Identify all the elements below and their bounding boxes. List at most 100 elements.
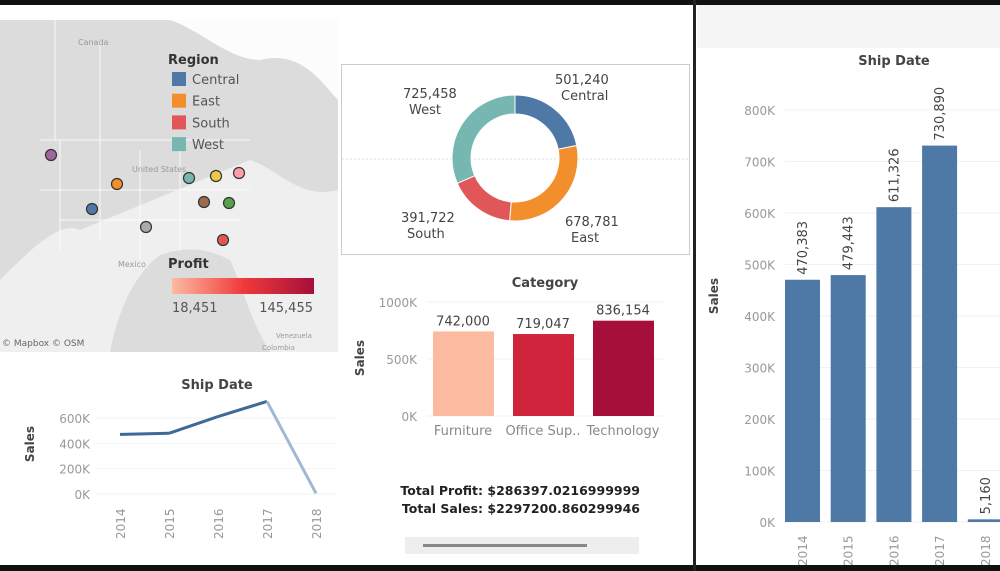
x-tick: 2018 bbox=[979, 535, 993, 565]
legend-swatch-west bbox=[172, 137, 186, 152]
y-tick: 500K bbox=[744, 259, 776, 273]
line-segment[interactable] bbox=[168, 415, 219, 435]
y-tick: 200K bbox=[59, 463, 91, 477]
bar-value-label: 611,326 bbox=[887, 148, 902, 202]
line-segment[interactable] bbox=[217, 399, 268, 418]
slice-value: 391,722 bbox=[401, 211, 455, 226]
x-tick: 2015 bbox=[842, 535, 856, 565]
legend-label: West bbox=[192, 138, 224, 153]
category-bar-chart: Category Sales 0K 500K 1000K 742,000 Furniture… bbox=[353, 276, 665, 439]
category-bar[interactable] bbox=[593, 320, 654, 416]
region-legend-title: Region bbox=[168, 53, 219, 68]
location-marker[interactable] bbox=[197, 195, 211, 209]
year-bar[interactable] bbox=[785, 279, 820, 522]
category-tick: Technology bbox=[586, 424, 660, 439]
category-tick: Furniture bbox=[434, 424, 492, 439]
category-bar[interactable] bbox=[513, 334, 574, 416]
ship-date-bar-chart: Ship Date Sales 0K 100K 200K 300K 400K 500K 600K… bbox=[707, 54, 1000, 565]
map-label-mexico: Mexico bbox=[118, 260, 146, 269]
location-marker[interactable] bbox=[222, 196, 236, 210]
line-segment[interactable] bbox=[265, 400, 318, 495]
location-marker[interactable] bbox=[216, 233, 230, 247]
y-tick: 600K bbox=[744, 207, 776, 221]
ship-date-line-chart: Ship Date Sales 0K 200K 400K 600K 2014 2015 2016… bbox=[23, 378, 335, 539]
slice-label: South bbox=[407, 227, 445, 242]
profit-min: 18,451 bbox=[172, 301, 218, 316]
legend-swatch-central bbox=[172, 72, 186, 86]
bottom-bar bbox=[0, 565, 1000, 571]
y-tick: 700K bbox=[744, 156, 776, 170]
bar-value-label: 719,047 bbox=[516, 317, 570, 332]
year-bar[interactable] bbox=[876, 207, 912, 522]
y-axis-label: Sales bbox=[707, 278, 721, 314]
bar-value-label: 836,154 bbox=[596, 304, 650, 319]
x-tick: 2016 bbox=[887, 535, 901, 565]
x-tick: 2018 bbox=[310, 508, 324, 539]
bar-value-label: 479,443 bbox=[842, 216, 857, 270]
profit-max: 145,455 bbox=[259, 301, 313, 316]
slice-label: Central bbox=[561, 89, 608, 104]
location-marker[interactable] bbox=[182, 171, 196, 185]
panel-divider bbox=[693, 0, 696, 571]
slice-label: East bbox=[571, 231, 599, 246]
x-tick: 2017 bbox=[933, 535, 947, 565]
y-tick: 400K bbox=[59, 437, 91, 451]
location-marker[interactable] bbox=[139, 220, 153, 234]
legend-label: Central bbox=[192, 73, 239, 88]
total-profit: Total Profit: $286397.0216999999 bbox=[400, 483, 640, 498]
map-label-venezuela: Venezuela bbox=[276, 332, 312, 340]
location-marker[interactable] bbox=[44, 148, 58, 162]
y-tick: 200K bbox=[744, 413, 776, 427]
donut-slice-west[interactable] bbox=[451, 94, 516, 184]
x-tick: 2014 bbox=[796, 535, 810, 565]
y-axis-label: Sales bbox=[23, 426, 37, 462]
profit-legend-title: Profit bbox=[168, 257, 209, 272]
bar-value-label: 730,890 bbox=[933, 87, 948, 141]
y-tick: 500K bbox=[386, 353, 418, 367]
y-tick: 600K bbox=[59, 412, 91, 426]
y-tick: 1000K bbox=[379, 296, 419, 310]
x-tick: 2014 bbox=[114, 508, 128, 539]
line-title: Ship Date bbox=[181, 378, 253, 393]
year-bar[interactable] bbox=[967, 519, 1000, 522]
totals-text: Total Profit: $286397.0216999999 Total S… bbox=[380, 482, 640, 518]
y-tick: 800K bbox=[744, 104, 776, 118]
location-marker[interactable] bbox=[209, 169, 223, 183]
location-marker[interactable] bbox=[110, 177, 124, 191]
slice-value: 725,458 bbox=[403, 87, 457, 102]
profit-color-ramp bbox=[172, 278, 314, 294]
slice-label: West bbox=[409, 103, 441, 118]
location-marker[interactable] bbox=[232, 166, 246, 180]
horizontal-scrollbar[interactable] bbox=[405, 537, 639, 554]
right-panel-header bbox=[697, 5, 1000, 48]
year-bar[interactable] bbox=[830, 275, 866, 522]
map-label-us: United States bbox=[132, 165, 186, 174]
category-bar[interactable] bbox=[433, 331, 494, 416]
category-title: Category bbox=[512, 276, 579, 291]
bar-value-label: 5,160 bbox=[979, 477, 994, 514]
location-marker[interactable] bbox=[85, 202, 99, 216]
region-map[interactable]: Canada United States Mexico Venezuela Co… bbox=[0, 20, 338, 352]
y-tick: 0K bbox=[401, 410, 418, 424]
y-tick: 400K bbox=[744, 310, 776, 324]
y-axis-label: Sales bbox=[353, 340, 367, 376]
legend-swatch-east bbox=[172, 93, 186, 108]
right-chart-title: Ship Date bbox=[858, 54, 930, 69]
legend-swatch-south bbox=[172, 115, 186, 130]
year-bar[interactable] bbox=[922, 145, 958, 522]
scrollbar-thumb[interactable] bbox=[423, 544, 587, 547]
slice-value: 678,781 bbox=[565, 215, 619, 230]
legend-label: East bbox=[192, 95, 220, 110]
legend-label: South bbox=[192, 116, 230, 131]
top-bar bbox=[0, 0, 1000, 5]
bar-value-label: 742,000 bbox=[436, 314, 490, 329]
map-label-canada: Canada bbox=[78, 38, 109, 47]
category-tick: Office Sup.. bbox=[505, 424, 580, 439]
total-sales: Total Sales: $2297200.860299946 bbox=[401, 501, 640, 516]
map-label-colombia: Colombia bbox=[262, 344, 295, 352]
y-tick: 0K bbox=[759, 516, 776, 530]
y-tick: 100K bbox=[744, 465, 776, 479]
line-segment[interactable] bbox=[119, 431, 170, 436]
x-tick: 2017 bbox=[261, 508, 275, 539]
